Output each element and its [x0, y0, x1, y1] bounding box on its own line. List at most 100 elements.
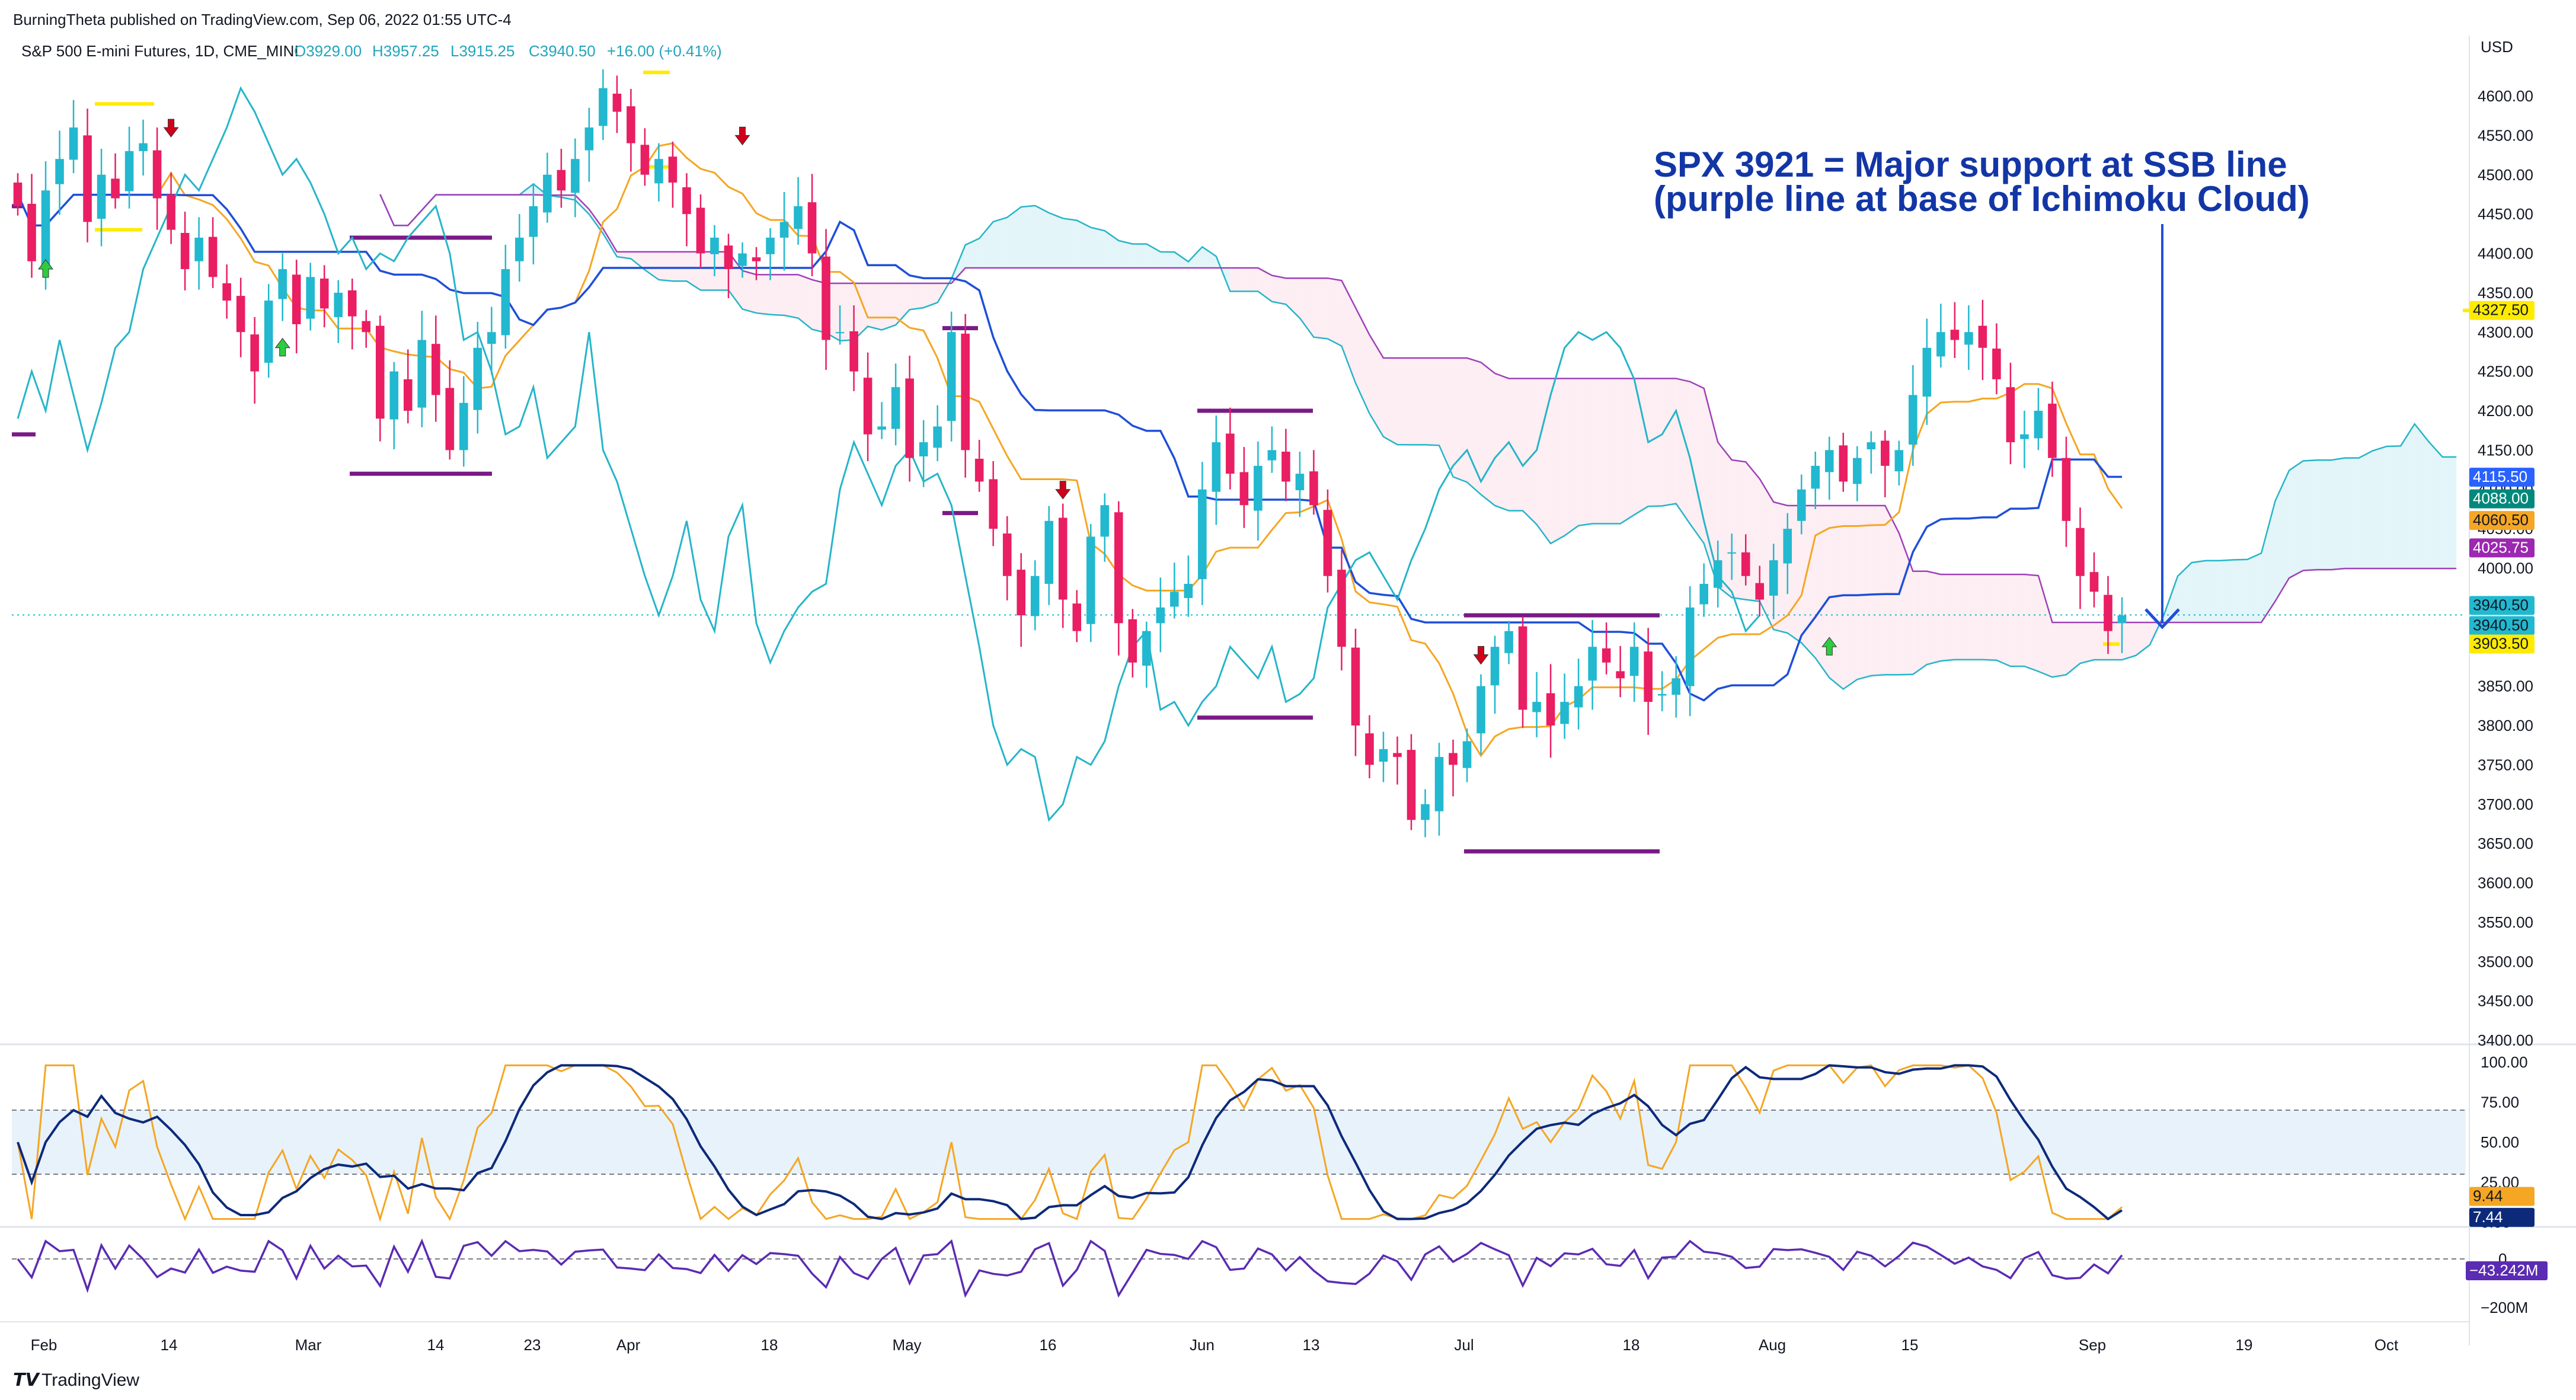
candle-body[interactable] — [794, 206, 803, 229]
candle-body[interactable] — [13, 183, 23, 206]
time-tick-label[interactable]: 18 — [761, 1336, 778, 1354]
price-tick-label[interactable]: 4150.00 — [2478, 441, 2533, 459]
time-tick-label[interactable]: 23 — [524, 1336, 541, 1354]
candle-body[interactable] — [362, 321, 371, 333]
candle-body[interactable] — [1546, 693, 1555, 725]
price-tick-label[interactable]: 3450.00 — [2478, 992, 2533, 1010]
candle-body[interactable] — [111, 178, 120, 199]
candle-body[interactable] — [27, 203, 36, 261]
candle-body[interactable] — [584, 127, 594, 151]
oscillator-pane[interactable]: 0−200M−43.242M — [12, 1238, 2548, 1316]
candle-body[interactable] — [1184, 584, 1193, 598]
candle-body[interactable] — [515, 237, 524, 261]
price-tick-label[interactable]: 3600.00 — [2478, 874, 2533, 892]
candle-body[interactable] — [180, 232, 190, 270]
candle-body[interactable] — [278, 269, 287, 299]
candle-body[interactable] — [1490, 647, 1500, 686]
candle-body[interactable] — [139, 143, 148, 151]
candle-body[interactable] — [1978, 325, 1987, 348]
price-tick-label[interactable]: 4200.00 — [2478, 402, 2533, 420]
candle-body[interactable] — [1212, 442, 1221, 492]
candle-body[interactable] — [557, 170, 566, 191]
stoch-tick-label[interactable]: 100.00 — [2481, 1053, 2528, 1071]
candle-body[interactable] — [1867, 442, 1876, 450]
price-tick-label[interactable]: 3700.00 — [2478, 795, 2533, 813]
candle-body[interactable] — [375, 325, 385, 419]
candle-body[interactable] — [2020, 434, 2029, 439]
candle-body[interactable] — [1407, 750, 1416, 820]
candle-body[interactable] — [1644, 651, 1653, 702]
price-tick-label[interactable]: 4000.00 — [2478, 560, 2533, 577]
candle-body[interactable] — [1058, 517, 1068, 600]
candle-body[interactable] — [1044, 520, 1054, 584]
candle-body[interactable] — [1950, 330, 1960, 340]
time-axis[interactable]: Feb 14 Mar 14 23 Apr 18 May 16 Jun 13 Jul 18 Aug 15 Sep… — [31, 1336, 2399, 1354]
candle-body[interactable] — [1504, 631, 1513, 653]
candle-body[interactable] — [989, 479, 998, 529]
candle-body[interactable] — [167, 194, 175, 230]
candle-body[interactable] — [2006, 387, 2015, 443]
candle-body[interactable] — [1797, 489, 1806, 521]
candle-body[interactable] — [1323, 510, 1332, 576]
candle-body[interactable] — [194, 237, 203, 261]
candle-body[interactable] — [1379, 749, 1388, 762]
time-tick-label[interactable]: Sep — [2079, 1336, 2106, 1354]
candle-body[interactable] — [1727, 552, 1737, 554]
candlesticks[interactable] — [13, 69, 2127, 838]
candle-body[interactable] — [849, 331, 858, 372]
candle-body[interactable] — [1992, 349, 2001, 379]
time-tick-label[interactable]: Apr — [616, 1336, 641, 1354]
candle-body[interactable] — [654, 159, 663, 184]
candle-body[interactable] — [1100, 505, 1110, 537]
candle-body[interactable] — [1741, 552, 1750, 576]
candle-body[interactable] — [766, 237, 775, 254]
candle-body[interactable] — [612, 94, 622, 112]
time-tick-label[interactable]: 18 — [1623, 1336, 1640, 1354]
time-tick-label[interactable]: 14 — [427, 1336, 445, 1354]
candle-body[interactable] — [1811, 465, 1820, 489]
candle-body[interactable] — [347, 290, 357, 317]
candle-body[interactable] — [1894, 450, 1904, 472]
candle-body[interactable] — [1002, 533, 1012, 576]
candle-body[interactable] — [822, 256, 830, 340]
candle-body[interactable] — [250, 334, 259, 372]
candle-body[interactable] — [1783, 529, 1792, 564]
candle-body[interactable] — [1825, 450, 1834, 472]
candle-body[interactable] — [807, 202, 817, 254]
price-tick-label[interactable]: 4450.00 — [2478, 205, 2533, 223]
price-tick-label[interactable]: 4500.00 — [2478, 166, 2533, 184]
price-tick-label[interactable]: 3800.00 — [2478, 717, 2533, 734]
candle-body[interactable] — [1142, 631, 1151, 666]
candle-body[interactable] — [1629, 647, 1639, 676]
stoch-tick-label[interactable]: 75.00 — [2481, 1094, 2519, 1111]
candle-body[interactable] — [69, 127, 78, 160]
time-tick-label[interactable]: Mar — [295, 1336, 322, 1354]
candle-body[interactable] — [1616, 671, 1625, 679]
candle-body[interactable] — [236, 296, 245, 333]
candle-body[interactable] — [1434, 757, 1444, 811]
candle-body[interactable] — [334, 292, 343, 318]
candle-body[interactable] — [152, 150, 162, 199]
candle-body[interactable] — [1671, 678, 1680, 695]
candle-body[interactable] — [1881, 440, 1890, 466]
candle-body[interactable] — [2089, 572, 2099, 592]
price-tick-label[interactable]: 3650.00 — [2478, 835, 2533, 852]
candle-body[interactable] — [2062, 458, 2071, 521]
candle-body[interactable] — [1114, 512, 1123, 624]
candle-body[interactable] — [1588, 647, 1597, 681]
price-tick-label[interactable]: 4550.00 — [2478, 126, 2533, 144]
candle-body[interactable] — [1226, 433, 1235, 474]
price-tick-label[interactable]: 3750.00 — [2478, 756, 2533, 773]
candle-body[interactable] — [752, 257, 761, 261]
candle-body[interactable] — [389, 371, 399, 420]
candle-body[interactable] — [292, 274, 301, 324]
candle-body[interactable] — [417, 340, 427, 408]
candle-body[interactable] — [97, 174, 106, 219]
time-tick-label[interactable]: 19 — [2236, 1336, 2253, 1354]
candle-body[interactable] — [1365, 733, 1374, 765]
candle-body[interactable] — [1518, 626, 1527, 710]
candle-body[interactable] — [1476, 686, 1485, 734]
price-tick-label[interactable]: 4400.00 — [2478, 245, 2533, 263]
candle-body[interactable] — [1755, 583, 1765, 600]
candle-body[interactable] — [627, 106, 635, 143]
